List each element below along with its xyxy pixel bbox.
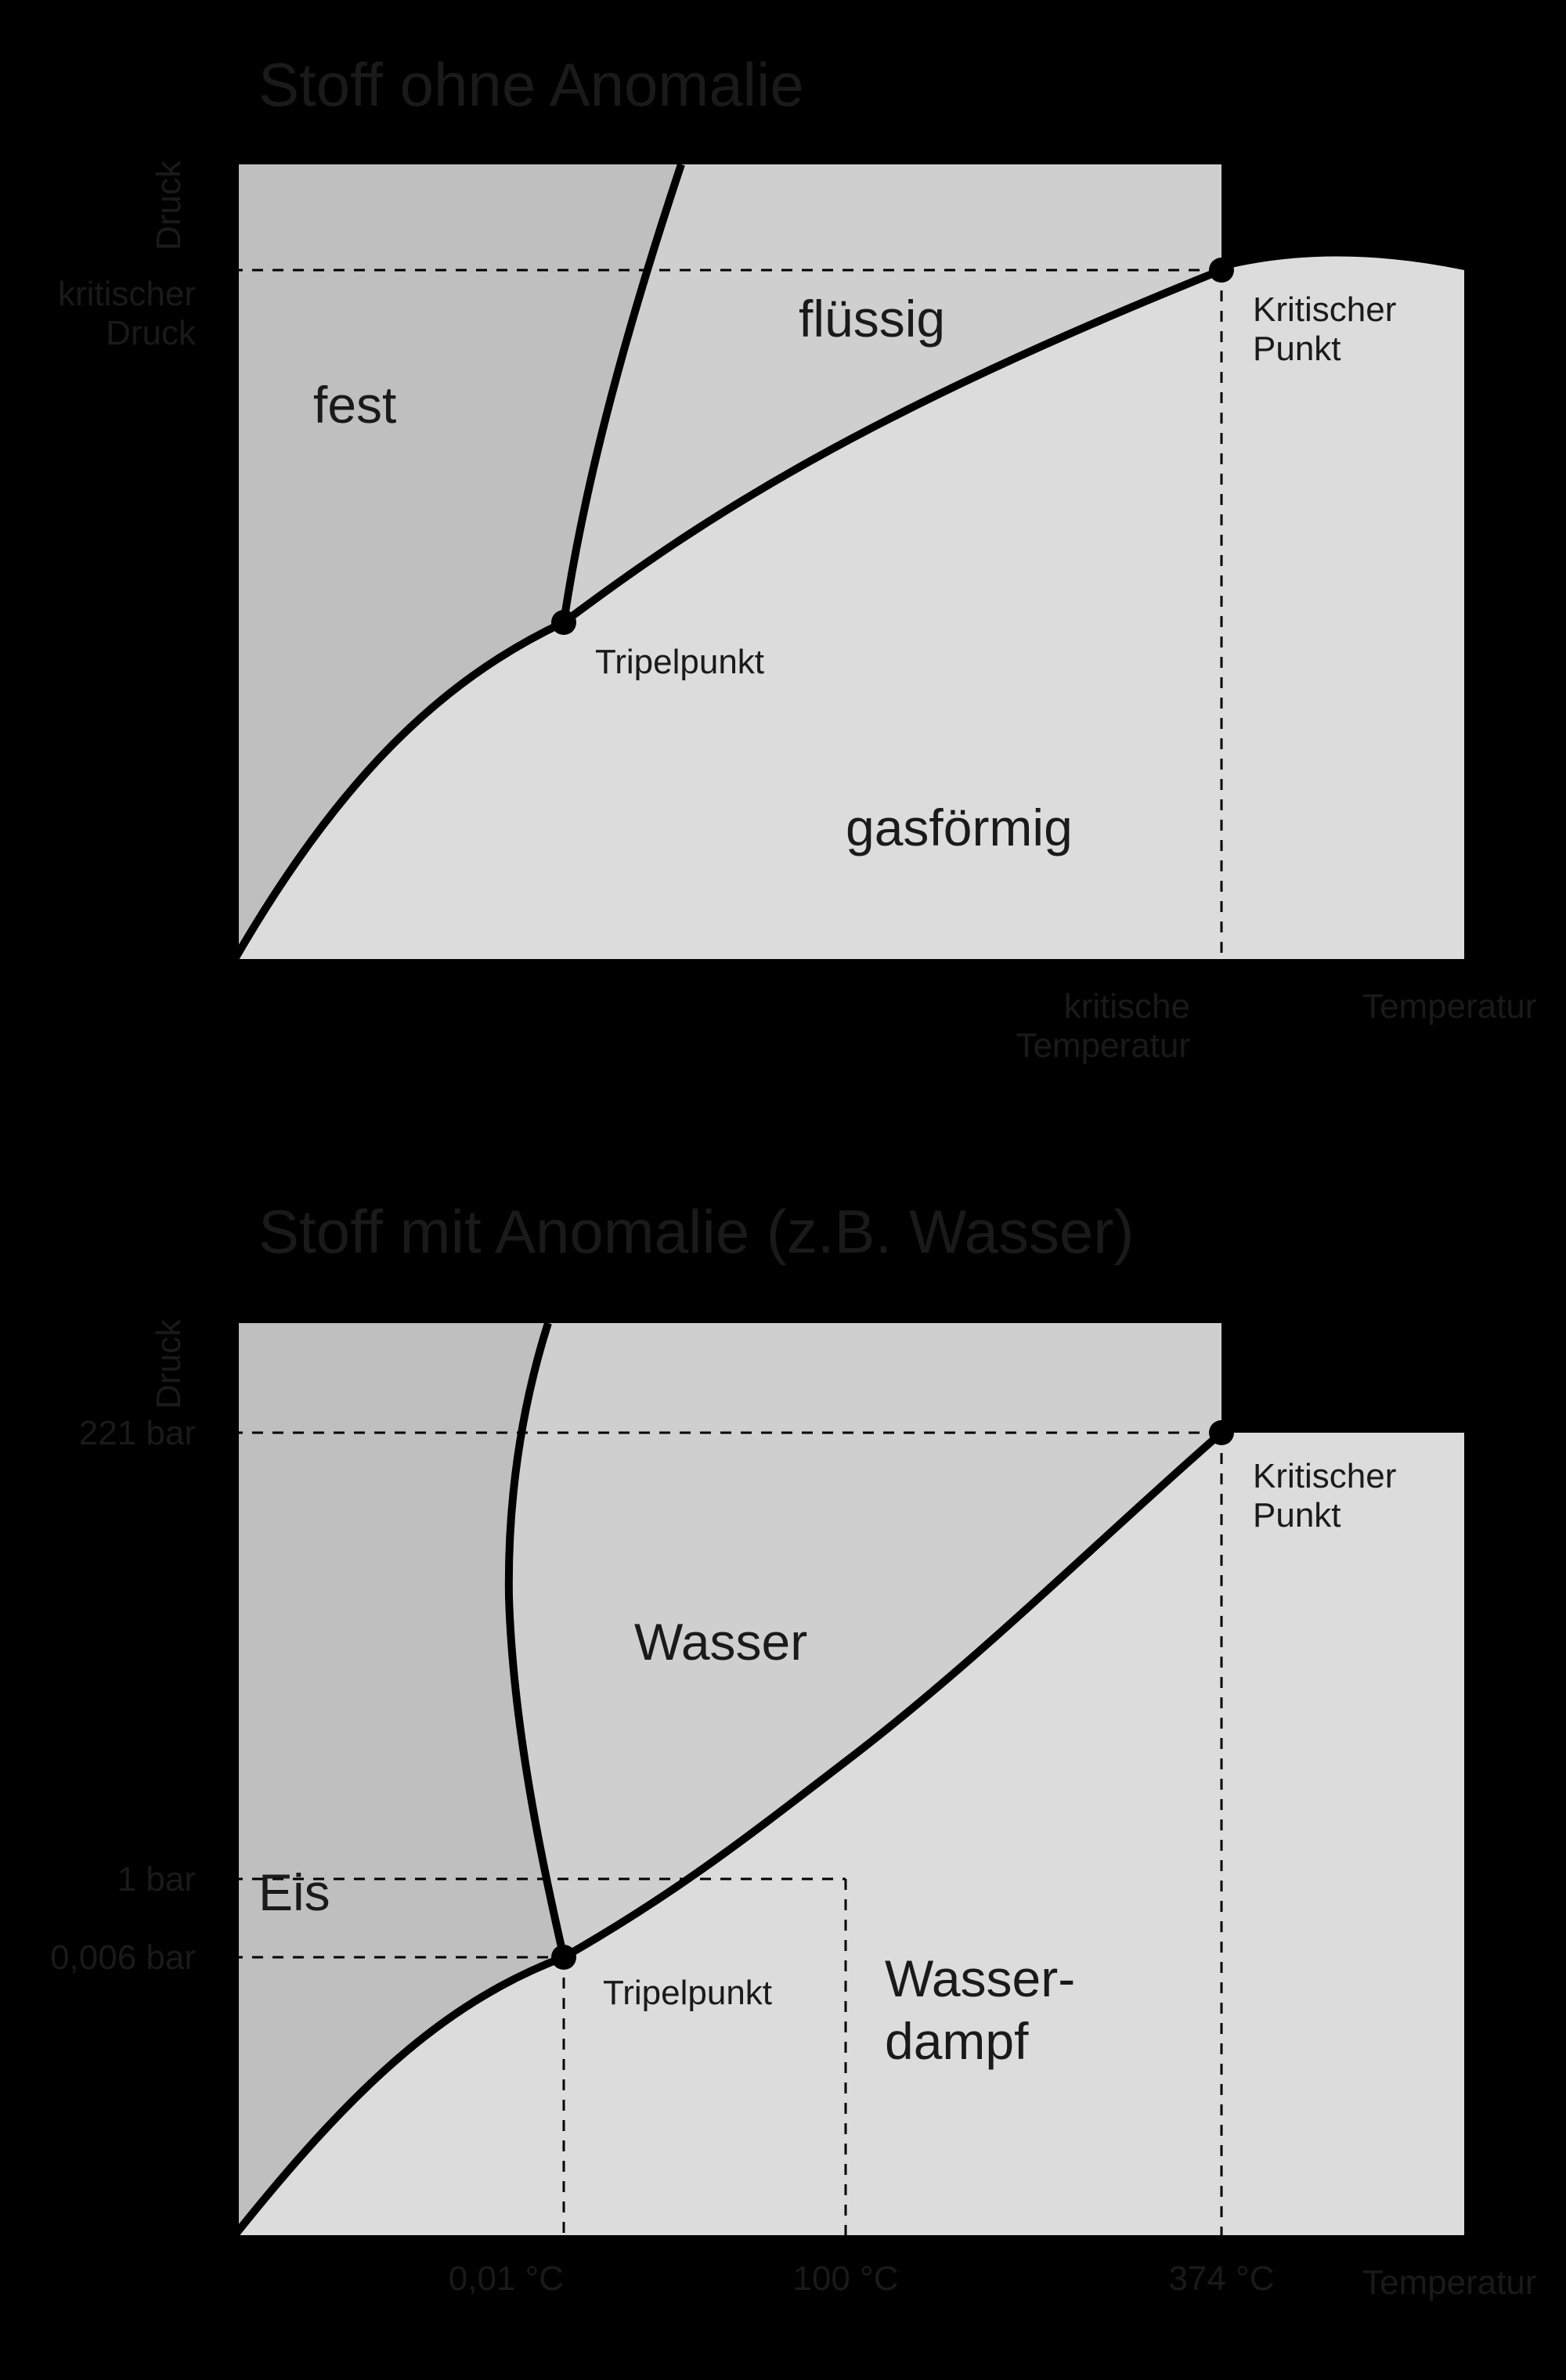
critical-point-label-2a: Kritischer [1253,1457,1396,1495]
x-axis-arrow-2 [1488,2223,1523,2255]
y-axis-label: Druck [150,160,188,251]
region-gas-label-2a: Wasser- [885,1949,1075,2007]
region-gas-right [1221,270,1464,963]
triple-point-2 [551,1945,576,1970]
x-374-label: 374 °C [1168,2259,1274,2298]
diagram-normal: Stoff ohne Anomalie Druck T [58,50,1537,1065]
x-100-label: 100 °C [792,2259,898,2298]
x-001-label: 0,01 °C [449,2259,564,2298]
region-gas-label-2b: dampf [885,2012,1029,2070]
critical-point-label-2b: Punkt [1253,1496,1341,1534]
region-gas-right-2 [1221,1433,1464,2239]
x-axis-label: Temperatur [1362,987,1537,1026]
region-liquid-label-2: Wasser [634,1613,807,1671]
x-axis-label-2: Temperatur [1362,2263,1537,2302]
y-axis-arrow [219,129,251,164]
y-1-label: 1 bar [117,1860,196,1899]
y-axis-label-2: Druck [150,1318,188,1409]
region-solid-label: fest [313,376,396,434]
x-tick-critical-label-1: kritische [1064,987,1190,1026]
triple-point [551,610,576,635]
y-0006-label: 0,006 bar [50,1938,196,1977]
region-solid-label-2: Eis [258,1863,330,1921]
y-221-label: 221 bar [79,1414,196,1452]
y-tick-critical-label-1: kritischer [58,275,196,313]
triple-point-label-2: Tripelpunkt [603,1974,772,2012]
phase-diagrams-svg: Stoff ohne Anomalie Druck T [0,0,1566,2380]
critical-point [1209,258,1234,283]
region-gas-label: gasförmig [846,799,1073,856]
x-axis-arrow [1488,947,1523,979]
critical-point-label-2: Punkt [1253,330,1341,368]
page: Stoff ohne Anomalie Druck T [0,0,1566,2380]
diagram-anomaly: Stoff mit Anomalie (z.B. Wasser) [50,1197,1536,2302]
critical-point-2 [1209,1420,1234,1445]
critical-point-label-1: Kritischer [1253,290,1396,329]
y-tick-critical-label-2: Druck [106,314,197,352]
y-axis-arrow-2 [219,1288,251,1323]
x-tick-critical-label-2: Temperatur [1016,1026,1190,1065]
region-liquid-label: flüssig [799,290,945,348]
title-normal: Stoff ohne Anomalie [258,50,804,119]
triple-point-label: Tripelpunkt [595,643,764,681]
title-anomaly: Stoff mit Anomalie (z.B. Wasser) [258,1197,1134,1266]
